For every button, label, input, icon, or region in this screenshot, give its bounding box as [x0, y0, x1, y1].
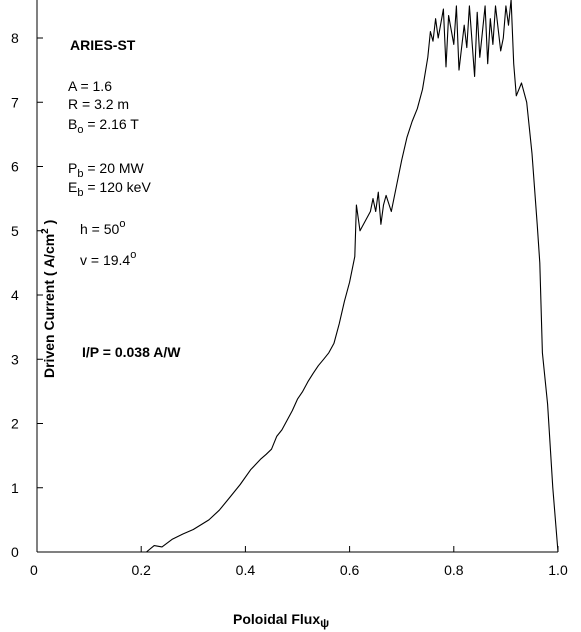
e-subscript: b	[77, 187, 83, 199]
y-axis-title-sup: 2	[40, 228, 51, 234]
p-symbol: P	[68, 160, 77, 176]
y-tick-label: 3	[11, 351, 19, 367]
x-tick-label: 0	[30, 562, 38, 578]
x-axis-title-symbol: ψ	[320, 616, 329, 630]
x-ticks: 0 0.2 0.4 0.6 0.8 1.0	[30, 546, 568, 578]
label-major-radius: R = 3.2 m	[68, 96, 129, 112]
x-axis-title: Poloidal Fluxψ	[233, 611, 329, 630]
b-symbol: B	[68, 116, 77, 132]
x-tick-label: 0.6	[340, 562, 360, 578]
series-line	[115, 0, 559, 553]
y-tick-label: 8	[11, 30, 19, 46]
label-current-drive-efficiency: I/P = 0.038 A/W	[82, 344, 181, 360]
label-mask	[227, 340, 259, 364]
y-axis-title-text: Driven Current ( A/cm	[41, 234, 57, 378]
y-axis-title-close: )	[41, 220, 57, 229]
b-subscript: o	[77, 124, 83, 136]
v-degree: o	[130, 249, 136, 261]
label-vertical-angle: v = 19.4o	[80, 249, 136, 268]
x-tick-label: 0.8	[444, 562, 464, 578]
e-symbol: E	[68, 179, 77, 195]
label-beam-energy: Eb = 120 keV	[68, 179, 151, 199]
x-tick-label: 0.4	[236, 562, 256, 578]
y-tick-label: 2	[11, 416, 19, 432]
p-value: = 20 MW	[83, 160, 144, 176]
y-tick-label: 5	[11, 223, 19, 239]
y-tick-label: 4	[11, 287, 19, 303]
label-horizontal-angle: h = 50o	[80, 218, 125, 237]
y-ticks: 0 1 2 3 4 5 6 7 8	[11, 30, 43, 560]
label-aries-st: ARIES-ST	[70, 37, 136, 53]
h-value: h = 50	[80, 221, 120, 237]
p-subscript: b	[77, 168, 83, 180]
plot-frame	[36, 0, 558, 553]
label-aspect-ratio: A = 1.6	[68, 78, 112, 94]
v-value: v = 19.4	[80, 252, 130, 268]
y-tick-label: 1	[11, 480, 19, 496]
x-axis-title-text: Poloidal Flux	[233, 611, 320, 627]
y-tick-label: 0	[11, 544, 19, 560]
x-tick-label: 0.2	[131, 562, 151, 578]
e-value: = 120 keV	[83, 179, 151, 195]
label-beam-power: Pb = 20 MW	[68, 160, 145, 180]
b-value: = 2.16 T	[83, 116, 139, 132]
y-tick-label: 6	[11, 159, 19, 175]
h-degree: o	[119, 218, 125, 230]
y-axis-title: Driven Current ( A/cm2 )	[40, 220, 57, 378]
label-toroidal-field: Bo = 2.16 T	[68, 116, 139, 136]
y-tick-label: 7	[11, 94, 19, 110]
x-tick-label: 1.0	[548, 562, 568, 578]
